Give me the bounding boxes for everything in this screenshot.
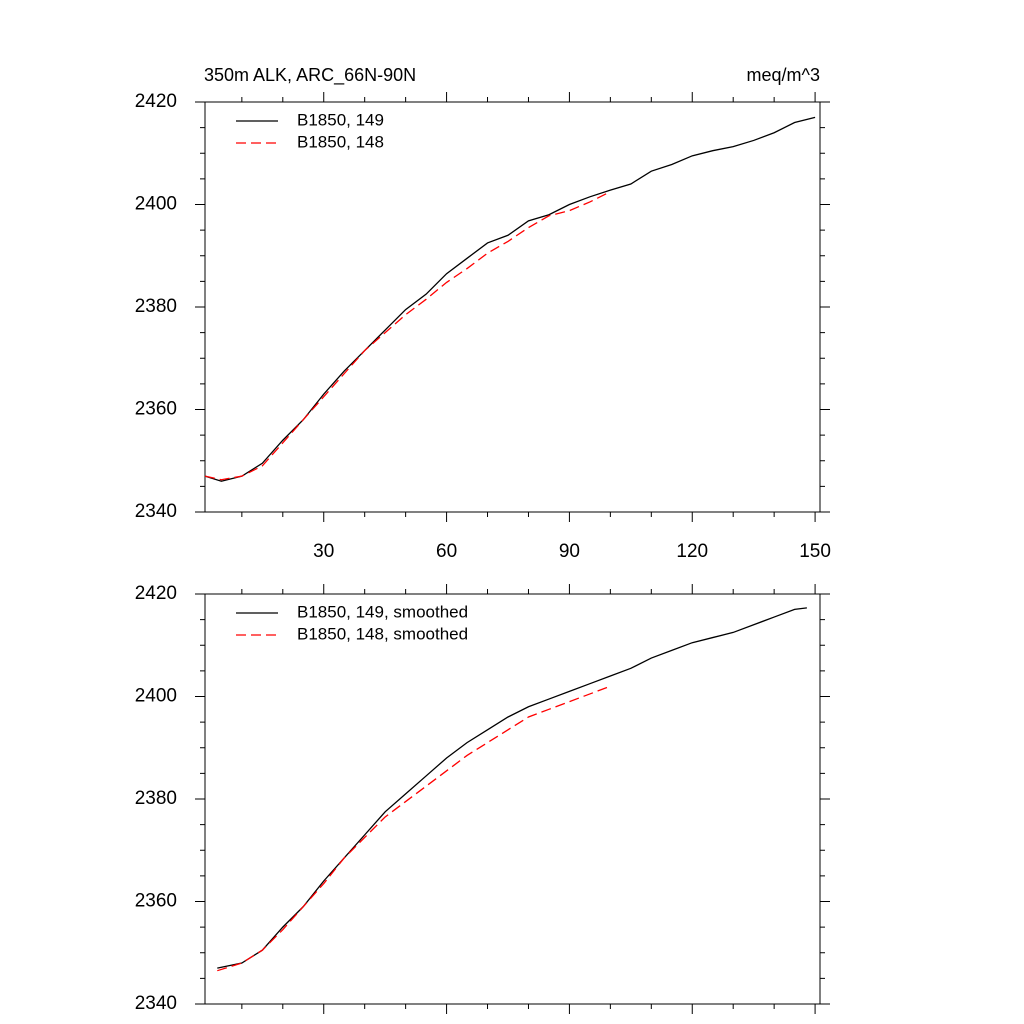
series-line <box>217 607 807 969</box>
legend-label: B1850, 149, smoothed <box>297 602 468 621</box>
x-tick-label: 30 <box>313 541 334 562</box>
legend-label: B1850, 148, smoothed <box>297 624 468 643</box>
series-line <box>217 685 611 972</box>
y-tick-label: 2420 <box>135 583 177 604</box>
units-label: meq/m^3 <box>747 65 820 85</box>
legend-label: B1850, 148 <box>297 132 384 151</box>
plot-frame <box>204 101 821 513</box>
y-tick-label: 2420 <box>135 91 177 112</box>
y-tick-label: 2360 <box>135 891 177 912</box>
x-tick-label: 120 <box>676 541 708 562</box>
x-tick-label: 90 <box>559 541 580 562</box>
y-tick-label: 2380 <box>135 788 177 809</box>
plot-frame <box>204 593 821 1005</box>
x-tick-label: 60 <box>436 541 457 562</box>
y-tick-label: 2380 <box>135 296 177 317</box>
legend-label: B1850, 149 <box>297 110 384 129</box>
y-tick-label: 2360 <box>135 399 177 420</box>
y-tick-label: 2340 <box>135 501 177 522</box>
series-line <box>204 191 611 481</box>
chart-title: 350m ALK, ARC_66N-90N <box>204 65 416 86</box>
y-tick-label: 2400 <box>135 194 177 215</box>
y-tick-label: 2340 <box>135 993 177 1014</box>
y-tick-label: 2400 <box>135 686 177 707</box>
x-tick-label: 150 <box>799 541 831 562</box>
